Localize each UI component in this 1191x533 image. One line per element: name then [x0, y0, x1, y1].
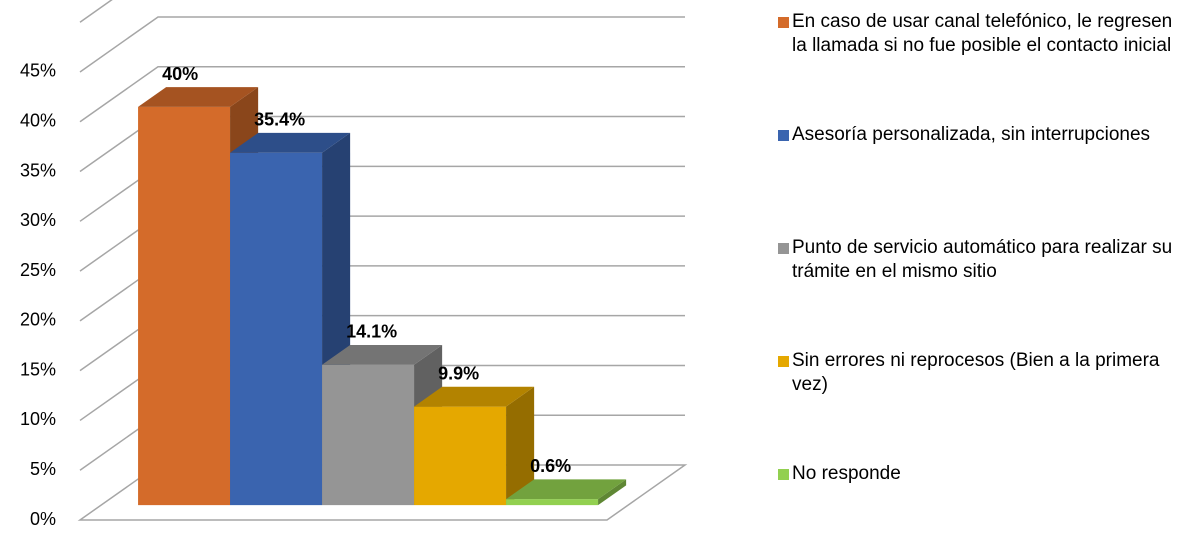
legend-label: Sin errores ni reprocesos (Bien a la pri…	[792, 350, 1160, 395]
bar-side	[598, 479, 627, 506]
legend-label: En caso de usar canal telefónico, le reg…	[792, 11, 1173, 56]
y-tick-label: 25%	[20, 260, 56, 280]
bar-top	[230, 132, 351, 153]
y-tick-label: 45%	[20, 61, 56, 81]
legend-label: No responde	[792, 463, 901, 484]
bar-front	[230, 152, 323, 506]
data-label: 35.4%	[254, 110, 305, 130]
data-label: 40%	[162, 64, 198, 84]
legend-swatch	[778, 243, 789, 254]
bar-top	[138, 87, 259, 107]
legend-swatch	[778, 17, 789, 28]
legend-label: Asesoría personalizada, sin interrupcion…	[792, 124, 1151, 145]
data-label: 9.9%	[438, 364, 479, 384]
grid-line	[79, 0, 113, 23]
y-tick-label: 30%	[20, 210, 56, 230]
bar-top	[506, 479, 627, 500]
legend-label: Punto de servicio automático para realiz…	[792, 237, 1173, 282]
bar-front	[506, 499, 599, 506]
bar-side	[506, 386, 535, 506]
bar-front	[414, 406, 507, 506]
y-tick-label: 15%	[20, 359, 56, 379]
legend-swatch	[778, 130, 789, 141]
y-tick-label: 0%	[30, 509, 56, 529]
y-tick-label: 20%	[20, 310, 56, 330]
bar-front	[322, 364, 415, 506]
y-tick-label: 35%	[20, 160, 56, 180]
data-label: 0.6%	[530, 456, 571, 476]
bar-front	[138, 106, 231, 506]
bar-top	[414, 386, 535, 407]
data-label: 14.1%	[346, 322, 397, 342]
y-tick-label: 5%	[30, 459, 56, 479]
grid-line	[79, 16, 685, 73]
bar-top	[322, 344, 443, 365]
y-tick-label: 10%	[20, 409, 56, 429]
grid-line	[79, 66, 685, 123]
legend-swatch	[778, 469, 789, 480]
legend-swatch	[778, 356, 789, 367]
y-tick-label: 40%	[20, 111, 56, 131]
plot: 0% 5% 10% 15% 20% 25% 30% 35% 40% 45% 40% 35.4% 14.1…	[20, 0, 688, 529]
